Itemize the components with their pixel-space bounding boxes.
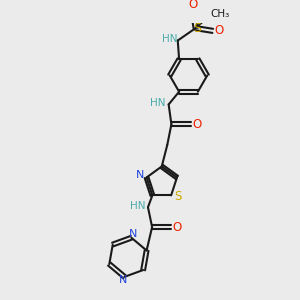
Text: N: N: [136, 170, 144, 180]
Text: O: O: [173, 220, 182, 234]
Text: HN: HN: [162, 34, 177, 44]
Text: CH₃: CH₃: [210, 9, 229, 19]
Text: O: O: [188, 0, 197, 11]
Text: HN: HN: [130, 201, 145, 211]
Text: O: O: [214, 24, 224, 38]
Text: O: O: [193, 118, 202, 131]
Text: HN: HN: [150, 98, 166, 108]
Text: N: N: [129, 230, 137, 239]
Text: S: S: [193, 22, 201, 34]
Text: S: S: [174, 190, 182, 203]
Text: N: N: [119, 275, 127, 285]
